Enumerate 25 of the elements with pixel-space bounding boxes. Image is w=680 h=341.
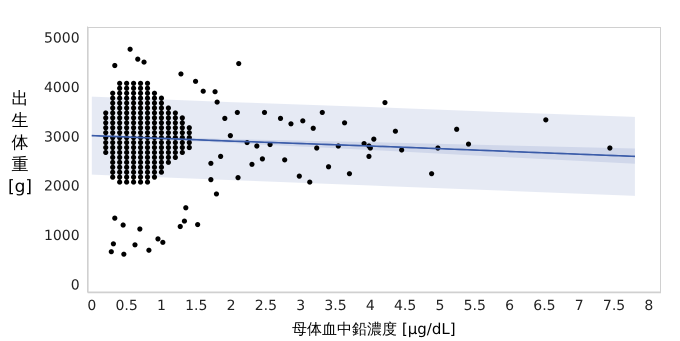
x-tick-label: 7.5 <box>602 298 626 314</box>
x-tick-label: 3.5 <box>324 298 347 314</box>
y-tick-label: 2000 <box>44 178 80 195</box>
x-tick-label: 6.5 <box>533 298 556 314</box>
x-tick-label: 5 <box>436 298 444 314</box>
y-tick-label: 1000 <box>44 228 80 244</box>
x-tick-label: 3 <box>296 298 306 314</box>
x-tick-label: 1 <box>156 298 166 314</box>
x-tick-label: 4.5 <box>394 298 416 314</box>
y-tick-label: 4000 <box>44 80 80 96</box>
x-tick-label: 6 <box>505 298 514 314</box>
x-tick-label: 1.5 <box>185 298 208 314</box>
x-axis-title: 母体血中鉛濃度 [μg/dL] <box>292 320 456 338</box>
x-tick-label: 2.5 <box>254 298 278 314</box>
x-tick-label: 4 <box>366 298 375 314</box>
y-axis-title: 出生体重 [g] <box>6 88 34 198</box>
y-tick-label: 3000 <box>44 129 80 146</box>
y-tick-label: 0 <box>70 277 80 294</box>
x-tick-label: 8 <box>644 298 654 314</box>
y-tick-label: 5000 <box>44 30 80 46</box>
x-tick-label: 0 <box>87 298 96 314</box>
x-tick-label: 5.5 <box>464 298 486 314</box>
x-tick-label: 2 <box>226 298 236 314</box>
x-tick-label: 0.5 <box>115 298 138 314</box>
x-tick-label: 7 <box>574 298 584 314</box>
